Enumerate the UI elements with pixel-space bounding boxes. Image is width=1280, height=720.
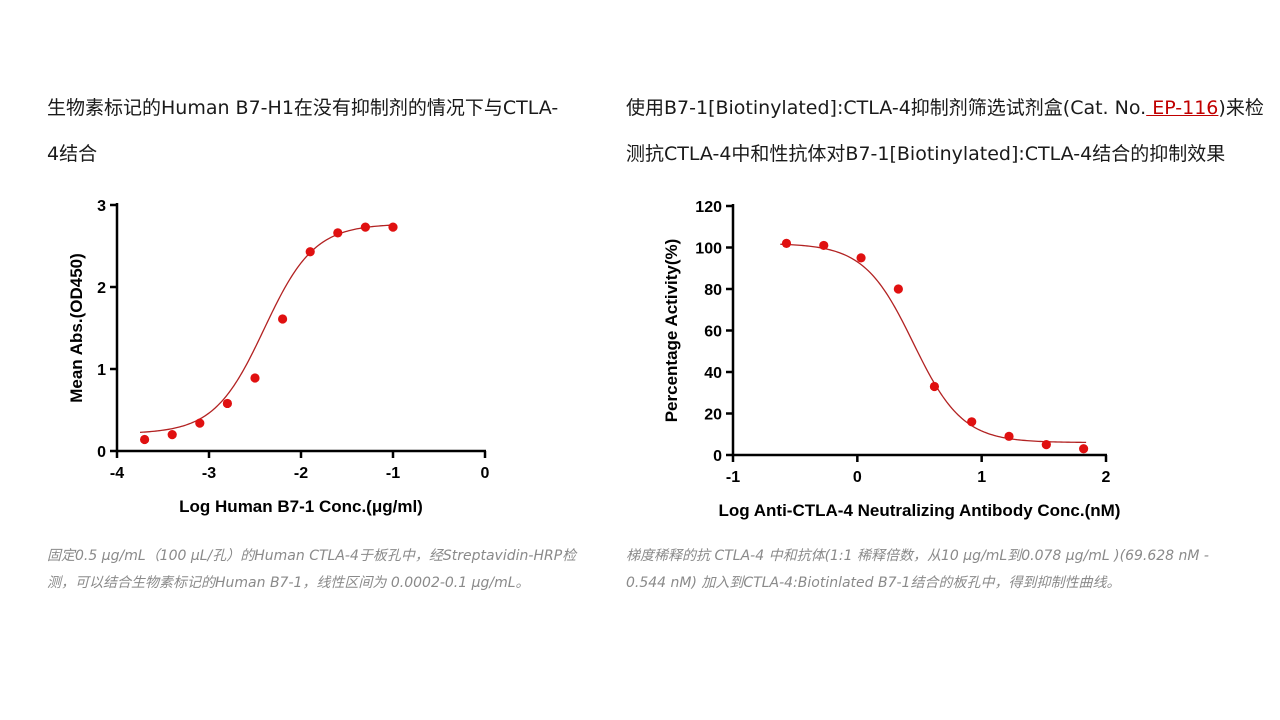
data-point <box>856 253 866 263</box>
x-tick-label: -1 <box>386 465 400 482</box>
data-point <box>929 381 940 392</box>
y-tick-label: 2 <box>97 280 106 297</box>
data-point <box>1004 431 1014 441</box>
data-point <box>222 398 232 409</box>
y-tick-label: 40 <box>704 365 722 382</box>
y-tick-label: 0 <box>97 444 106 461</box>
x-tick-label: 0 <box>853 469 862 486</box>
fit-curve <box>139 224 395 433</box>
data-point <box>278 314 288 324</box>
data-point <box>140 434 150 445</box>
x-tick-label: -3 <box>202 465 216 482</box>
data-point <box>388 222 398 232</box>
x-tick-label: -1 <box>726 469 740 486</box>
data-point <box>819 240 829 251</box>
x-tick-label: 0 <box>481 465 490 482</box>
right-title-suffix: )来检测抗CTLA-4中和性抗体对B7-1[Biotinylated]:CTLA… <box>626 97 1264 165</box>
y-tick-label: 3 <box>97 198 106 215</box>
y-tick-label: 20 <box>704 407 722 424</box>
data-point <box>333 228 343 238</box>
y-tick-label: 120 <box>695 199 722 216</box>
right-title-prefix: 使用B7-1[Biotinylated]:CTLA-4抑制剂筛选试剂盒(Cat.… <box>626 97 1147 119</box>
x-tick-label: -2 <box>294 465 308 482</box>
y-tick-label: 1 <box>97 362 106 379</box>
x-axis-title: Log Human B7-1 Conc.(μg/ml) <box>179 497 423 516</box>
data-point <box>305 247 315 257</box>
data-point <box>167 430 177 440</box>
y-axis-title: Percentage Activity(%) <box>662 239 681 423</box>
data-point <box>781 238 792 248</box>
x-axis-title: Log Anti-CTLA-4 Neutralizing Antibody Co… <box>719 501 1121 520</box>
binding-curve-chart: -4 -3 -2 -1 0 0 1 2 3 Log Human B7-1 Conc.(μg/ml)… <box>67 198 490 516</box>
left-panel-title: 生物素标记的Human B7-H1在没有抑制剂的情况下与CTLA-4结合 <box>47 97 559 165</box>
y-tick-label: 80 <box>704 282 722 299</box>
data-point <box>250 373 260 383</box>
right-panel-title: 使用B7-1[Biotinylated]:CTLA-4抑制剂筛选试剂盒(Cat.… <box>626 85 1266 177</box>
data-point <box>893 284 903 294</box>
fit-curve <box>780 243 1087 444</box>
data-point <box>195 418 205 428</box>
y-tick-label: 60 <box>704 324 722 341</box>
x-tick-label: 1 <box>977 469 986 486</box>
data-point <box>1079 444 1089 454</box>
left-panel-caption: 固定0.5 μg/mL（100 μL/孔）的Human CTLA-4于板孔中，经… <box>47 548 577 591</box>
right-panel-caption: 梯度稀释的抗 CTLA-4 中和抗体(1:1 稀释倍数，从10 μg/mL到0.… <box>626 548 1209 591</box>
y-axis-title: Mean Abs.(OD450) <box>67 253 86 403</box>
data-point <box>1041 440 1051 450</box>
x-tick-label: -4 <box>110 465 124 482</box>
y-tick-label: 100 <box>695 241 722 258</box>
x-tick-label: 2 <box>1102 469 1111 486</box>
data-point <box>967 417 977 427</box>
catalog-number-link[interactable]: EP-116 <box>1146 97 1219 119</box>
data-point <box>360 222 370 232</box>
y-tick-label: 0 <box>713 448 722 465</box>
